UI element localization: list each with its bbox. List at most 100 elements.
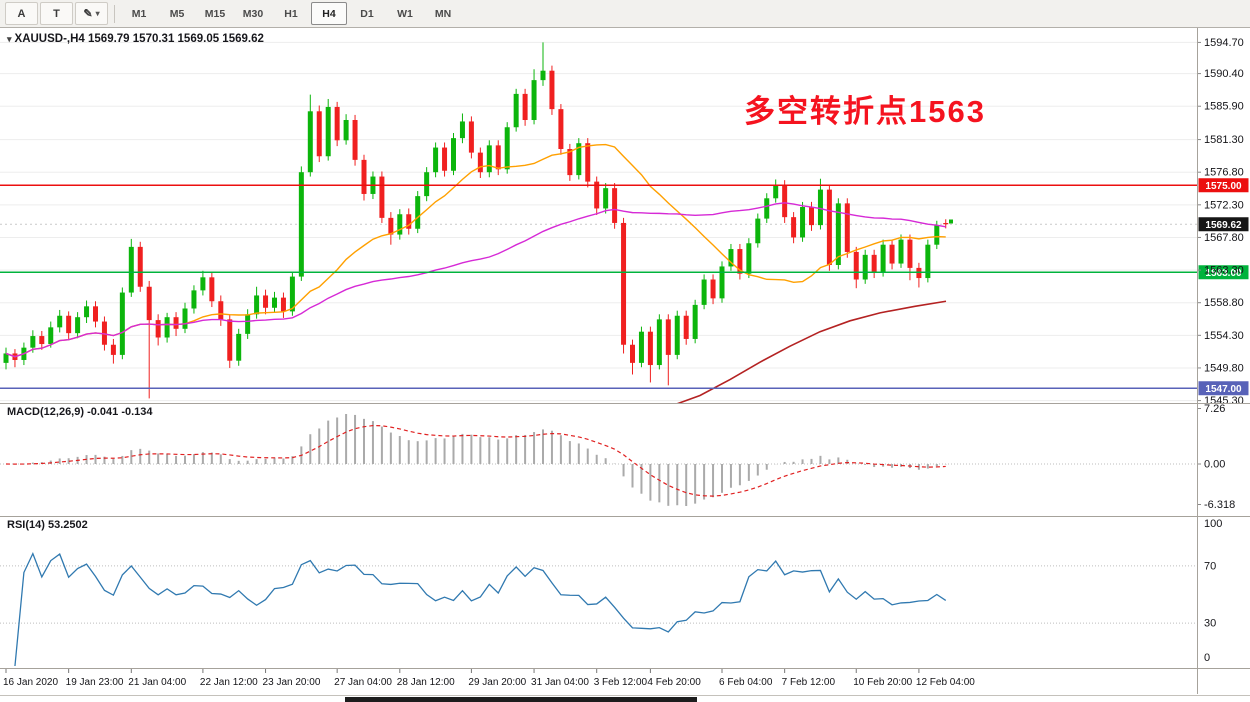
candle <box>289 276 295 312</box>
candle <box>477 152 483 173</box>
timeframe-w1-button[interactable]: W1 <box>397 7 413 20</box>
svg-text:23 Jan 20:00: 23 Jan 20:00 <box>263 677 321 688</box>
candle <box>93 306 98 322</box>
price-tag <box>1198 178 1249 193</box>
svg-text:28 Jan 12:00: 28 Jan 12:00 <box>397 677 455 688</box>
candle <box>66 315 72 334</box>
candle <box>263 295 269 308</box>
candle <box>236 333 242 361</box>
draw-tool-button[interactable]: ✎ ▾ <box>75 2 108 25</box>
price-tag <box>1198 381 1249 396</box>
timeframe-mn-button[interactable]: MN <box>434 7 452 20</box>
candle <box>155 320 161 338</box>
candle <box>719 266 725 299</box>
timeframe-m30-button[interactable]: M30 <box>242 7 264 20</box>
candle <box>558 109 564 149</box>
candle <box>800 207 806 238</box>
candle <box>495 145 501 170</box>
candle <box>200 277 206 291</box>
svg-text:1547.00: 1547.00 <box>1205 384 1242 395</box>
svg-text:0.00: 0.00 <box>1204 459 1225 471</box>
svg-text:30: 30 <box>1204 618 1216 630</box>
candle <box>352 120 358 160</box>
candle <box>844 203 850 252</box>
candle <box>710 279 716 299</box>
scrollbar-thumb[interactable] <box>345 697 697 702</box>
candle <box>809 207 814 226</box>
candle <box>459 121 465 139</box>
candle <box>128 246 134 293</box>
candle <box>817 189 823 226</box>
svg-text:70: 70 <box>1204 560 1216 572</box>
candle <box>934 225 940 245</box>
candle <box>755 218 761 244</box>
candle <box>656 319 662 366</box>
candle <box>522 93 528 120</box>
candle <box>746 243 752 274</box>
last-candle-marker <box>949 219 953 224</box>
symbol-dropdown-icon[interactable]: ▾ <box>7 34 12 44</box>
price-tag <box>1198 217 1249 232</box>
candle <box>638 331 644 363</box>
candle <box>361 159 367 194</box>
candle <box>907 239 913 268</box>
candle <box>334 106 340 141</box>
candle <box>3 353 9 363</box>
candle <box>173 317 179 329</box>
candle <box>343 120 349 141</box>
svg-text:1594.70: 1594.70 <box>1204 37 1244 49</box>
candle <box>280 297 286 312</box>
svg-text:1590.40: 1590.40 <box>1204 68 1244 80</box>
candle <box>182 308 188 329</box>
svg-text:21 Jan 04:00: 21 Jan 04:00 <box>128 677 186 688</box>
timeframe-m5-button[interactable]: M5 <box>169 7 185 20</box>
candle <box>692 304 698 339</box>
svg-text:1576.80: 1576.80 <box>1204 167 1244 179</box>
timeframe-h4-button[interactable]: H4 <box>311 2 347 25</box>
chevron-down-icon: ▾ <box>95 9 100 18</box>
timeframe-h1-button[interactable]: H1 <box>284 7 298 20</box>
chart-annotation[interactable]: 多空转折点1563 <box>744 94 986 129</box>
candle <box>75 317 81 334</box>
timeframe-m1-button[interactable]: M1 <box>131 7 147 20</box>
candle <box>101 321 107 345</box>
svg-text:12 Feb 04:00: 12 Feb 04:00 <box>916 677 975 688</box>
timeframe-m15-button[interactable]: M15 <box>204 7 226 20</box>
svg-text:0: 0 <box>1204 652 1210 664</box>
candle <box>388 217 394 235</box>
candle <box>379 176 385 218</box>
candle <box>567 149 573 176</box>
candle <box>880 244 886 273</box>
svg-text:31 Jan 04:00: 31 Jan 04:00 <box>531 677 589 688</box>
font-tool-button[interactable]: A <box>5 2 38 25</box>
timeframe-d1-button[interactable]: D1 <box>360 7 374 20</box>
candle <box>48 327 54 345</box>
candle <box>594 181 600 209</box>
macd-panel[interactable]: 7.26 0.00 -6.318 <box>0 403 1235 511</box>
symbol-ohlc-label: ▾ XAUUSD-,H4 1569.79 1570.31 1569.05 1569… <box>7 33 264 45</box>
svg-text:1572.30: 1572.30 <box>1204 199 1244 211</box>
rsi-panel[interactable]: 100 70 30 0 <box>0 518 1222 667</box>
horizontal-level-lines[interactable]: 1575.00 1563.00 1547.00 <box>0 178 1249 396</box>
candle <box>119 292 125 355</box>
svg-text:-6.318: -6.318 <box>1204 499 1235 511</box>
text-tool-button[interactable]: T <box>40 2 73 25</box>
svg-text:1563.00: 1563.00 <box>1205 268 1242 279</box>
candle <box>84 306 90 318</box>
candle <box>424 172 430 197</box>
pencil-icon: ✎ <box>83 8 93 20</box>
candle <box>325 106 331 157</box>
price-axis[interactable]: 1594.70 1590.40 1585.90 1581.30 1576.80 1572.… <box>1197 37 1249 407</box>
candle <box>272 297 277 308</box>
candle <box>433 147 439 173</box>
candle <box>835 203 841 265</box>
candle <box>826 189 832 265</box>
svg-text:1549.80: 1549.80 <box>1204 362 1244 374</box>
candlestick-layer[interactable] <box>3 42 954 399</box>
svg-text:1545.30: 1545.30 <box>1204 395 1244 407</box>
candle <box>209 277 215 302</box>
time-axis[interactable]: 16 Jan 2020 19 Jan 23:00 21 Jan 04:00 22 Ja… <box>3 668 975 688</box>
candle <box>531 80 537 120</box>
candle <box>630 344 635 363</box>
